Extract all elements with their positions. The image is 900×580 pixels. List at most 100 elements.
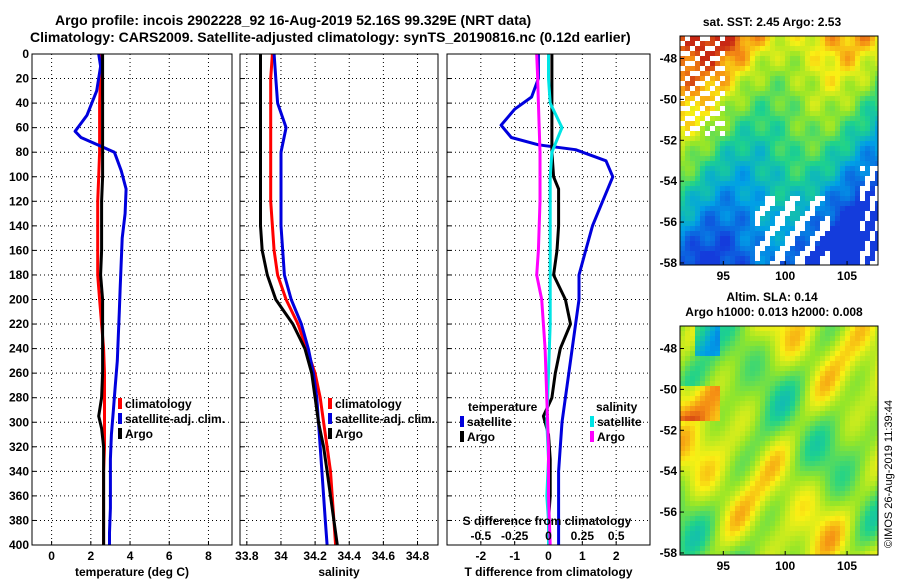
map-cell bbox=[805, 461, 810, 466]
map-cell bbox=[805, 186, 810, 191]
map-cell bbox=[735, 36, 740, 41]
map-cell bbox=[790, 411, 795, 416]
map-cell bbox=[780, 186, 785, 191]
legend-label: satellite bbox=[467, 415, 512, 429]
map-cell bbox=[695, 451, 700, 456]
y-tick-label: 340 bbox=[9, 464, 29, 478]
map-cell bbox=[810, 456, 815, 461]
map-cell bbox=[730, 216, 735, 221]
map-cell bbox=[780, 541, 785, 546]
map-cell bbox=[705, 526, 710, 531]
map-cell bbox=[710, 486, 715, 491]
map-cell bbox=[790, 261, 795, 265]
map-cell bbox=[780, 231, 785, 236]
map-cell bbox=[825, 181, 830, 186]
map-cell bbox=[815, 496, 820, 501]
map-cell bbox=[710, 401, 715, 406]
map-cell bbox=[860, 456, 865, 461]
map-cell bbox=[690, 446, 695, 451]
map-cell bbox=[875, 201, 878, 206]
map-cell bbox=[825, 501, 830, 506]
map-cell bbox=[855, 41, 860, 46]
map-cell bbox=[760, 186, 765, 191]
map-cell bbox=[860, 391, 865, 396]
map-cell bbox=[700, 71, 705, 76]
map-cell bbox=[750, 256, 755, 261]
map-cell bbox=[835, 91, 840, 96]
map-cell bbox=[725, 136, 730, 141]
map-cell bbox=[690, 136, 695, 141]
map-cell bbox=[735, 161, 740, 166]
map-cell bbox=[745, 186, 750, 191]
map-cell bbox=[825, 421, 830, 426]
map-cell bbox=[800, 421, 805, 426]
map-cell bbox=[745, 181, 750, 186]
map-cell bbox=[740, 391, 745, 396]
series-line bbox=[97, 54, 106, 545]
map-cell bbox=[855, 251, 860, 256]
map-cell bbox=[715, 381, 720, 386]
map-cell bbox=[775, 246, 780, 251]
map-cell bbox=[845, 236, 850, 241]
map-cell bbox=[755, 226, 760, 231]
map-cell bbox=[815, 366, 820, 371]
map-cell bbox=[795, 66, 800, 71]
map-cell bbox=[745, 406, 750, 411]
map-cell bbox=[710, 56, 715, 61]
map-cell bbox=[685, 326, 690, 331]
map-cell bbox=[735, 171, 740, 176]
map-cell bbox=[800, 81, 805, 86]
map-cell bbox=[865, 501, 870, 506]
map-cell bbox=[695, 376, 700, 381]
x-tick-label: 33.8 bbox=[235, 549, 259, 563]
map-cell bbox=[780, 151, 785, 156]
map-cell bbox=[745, 401, 750, 406]
map-cell bbox=[855, 46, 860, 51]
map-cell bbox=[825, 196, 830, 201]
map-cell bbox=[735, 206, 740, 211]
map-cell bbox=[855, 526, 860, 531]
map-cell bbox=[845, 501, 850, 506]
map-cell bbox=[820, 136, 825, 141]
map-cell bbox=[775, 356, 780, 361]
map-cell bbox=[730, 186, 735, 191]
map-cell bbox=[745, 481, 750, 486]
map-cell bbox=[755, 81, 760, 86]
map-cell bbox=[730, 156, 735, 161]
map-cell bbox=[735, 466, 740, 471]
map-cell bbox=[755, 161, 760, 166]
map-cell bbox=[805, 126, 810, 131]
map-cell bbox=[695, 356, 700, 361]
map-cell bbox=[680, 491, 685, 496]
map-cell bbox=[745, 51, 750, 56]
map-cell bbox=[825, 46, 830, 51]
map-cell bbox=[870, 211, 875, 216]
map-cell bbox=[750, 141, 755, 146]
map-cell bbox=[705, 56, 710, 61]
map-cell bbox=[705, 476, 710, 481]
map-cell bbox=[830, 251, 835, 256]
map-cell bbox=[860, 66, 865, 71]
map-cell bbox=[750, 481, 755, 486]
map-cell bbox=[780, 471, 785, 476]
map-cell bbox=[765, 451, 770, 456]
map-cell bbox=[860, 201, 865, 206]
map-cell bbox=[800, 146, 805, 151]
map-cell bbox=[835, 436, 840, 441]
map-cell bbox=[795, 56, 800, 61]
map-cell bbox=[845, 381, 850, 386]
map-cell bbox=[735, 81, 740, 86]
map-cell bbox=[685, 101, 690, 106]
map-cell bbox=[815, 531, 820, 536]
map-cell bbox=[780, 71, 785, 76]
map-cell bbox=[840, 236, 845, 241]
map-cell bbox=[690, 101, 695, 106]
map-cell bbox=[725, 156, 730, 161]
map-cell bbox=[800, 501, 805, 506]
map-cell bbox=[790, 136, 795, 141]
map-cell bbox=[775, 351, 780, 356]
map-cell bbox=[775, 531, 780, 536]
map-cell bbox=[715, 66, 720, 71]
map-cell bbox=[840, 241, 845, 246]
map-cell bbox=[810, 501, 815, 506]
